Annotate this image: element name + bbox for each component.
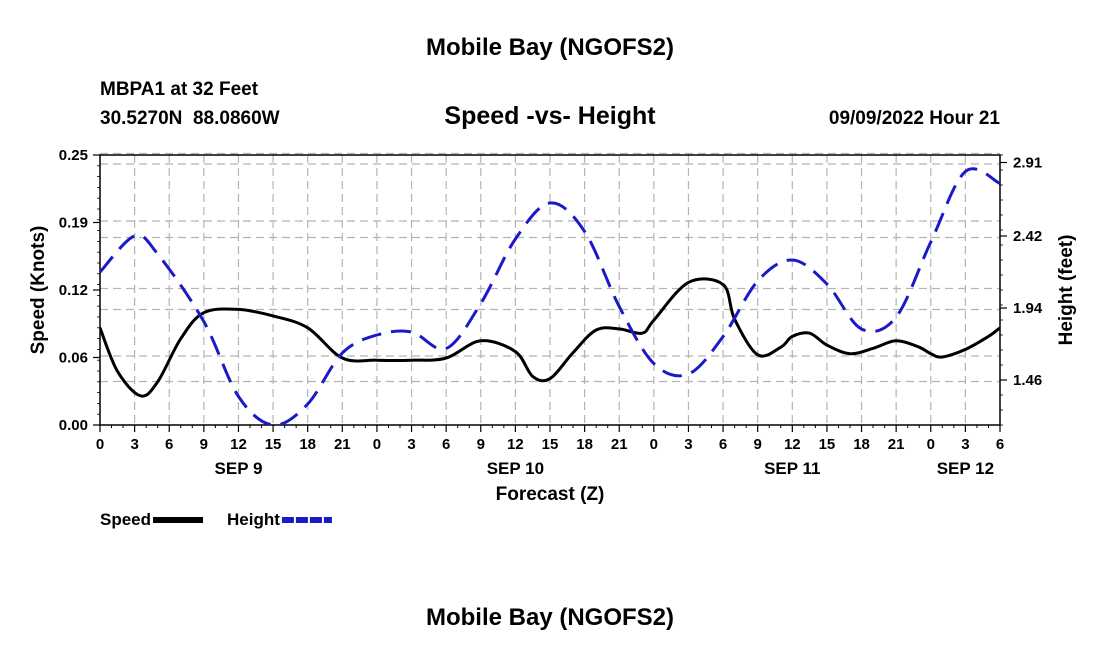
legend: Speed Height <box>100 510 332 529</box>
x-tick-label: 15 <box>265 436 282 453</box>
station-coordinates: 30.5270N 88.0860W <box>100 108 280 129</box>
legend-label-height: Height <box>227 510 280 529</box>
x-tick-label: 3 <box>961 436 969 453</box>
x-tick-label: 18 <box>853 436 870 453</box>
series-line-speed <box>100 277 1000 398</box>
y-tick-label-left: 0.00 <box>59 417 88 434</box>
x-tick-label: 21 <box>611 436 628 453</box>
x-tick-label: 3 <box>684 436 692 453</box>
legend-label-speed: Speed <box>100 510 151 529</box>
date-label: SEP 9 <box>215 459 263 478</box>
x-tick-label: 12 <box>784 436 801 453</box>
footer-title: Mobile Bay (NGOFS2) <box>426 604 674 631</box>
x-tick-label: 9 <box>477 436 485 453</box>
x-tick-label: 0 <box>373 436 381 453</box>
series-line-height <box>100 167 1000 425</box>
y-tick-label-right: 2.42 <box>1013 228 1042 245</box>
x-tick-label: 21 <box>888 436 905 453</box>
y-tick-label-left: 0.19 <box>59 215 88 232</box>
x-tick-label: 3 <box>407 436 415 453</box>
x-tick-label: 15 <box>819 436 836 453</box>
x-tick-label: 0 <box>650 436 658 453</box>
date-label: SEP 12 <box>937 459 994 478</box>
x-tick-label: 9 <box>200 436 208 453</box>
y-axis-label-right: Height (feet) <box>1056 235 1077 346</box>
series-layer <box>100 167 1000 425</box>
forecast-datetime: 09/09/2022 Hour 21 <box>829 108 1001 129</box>
y-tick-label-right: 1.46 <box>1013 372 1042 389</box>
x-tick-label: 18 <box>299 436 316 453</box>
y-tick-label-left: 0.12 <box>59 282 88 299</box>
x-tick-label: 12 <box>230 436 247 453</box>
x-tick-label: 21 <box>334 436 351 453</box>
x-tick-label: 6 <box>442 436 450 453</box>
y-tick-label-right: 1.94 <box>1013 300 1043 317</box>
plot-grid <box>100 152 1000 425</box>
y-tick-label-right: 2.91 <box>1013 155 1042 172</box>
axes: 0 3 6 9 12 15 18 21 0 3 6 9 12 15 18 21 0 3 6 9 12 15 18 21 0 3 6S… <box>59 147 1043 478</box>
date-label: SEP 11 <box>764 459 820 478</box>
x-axis-label: Forecast (Z) <box>496 484 605 505</box>
x-tick-label: 6 <box>719 436 727 453</box>
x-tick-label: 0 <box>96 436 104 453</box>
station-label: MBPA1 at 32 Feet <box>100 79 259 100</box>
y-axis-label-left: Speed (Knots) <box>28 226 49 355</box>
y-tick-label-left: 0.06 <box>59 350 88 367</box>
chart-title: Mobile Bay (NGOFS2) <box>426 34 674 61</box>
x-tick-label: 9 <box>754 436 762 453</box>
x-tick-label: 0 <box>927 436 935 453</box>
date-label: SEP 10 <box>487 459 544 478</box>
x-tick-label: 15 <box>542 436 559 453</box>
chart-subtitle: Speed -vs- Height <box>444 102 656 130</box>
x-tick-label: 18 <box>576 436 593 453</box>
x-tick-label: 3 <box>130 436 138 453</box>
x-tick-label: 12 <box>507 436 524 453</box>
x-tick-label: 6 <box>996 436 1004 453</box>
y-tick-label-left: 0.25 <box>59 147 88 164</box>
x-tick-label: 6 <box>165 436 173 453</box>
